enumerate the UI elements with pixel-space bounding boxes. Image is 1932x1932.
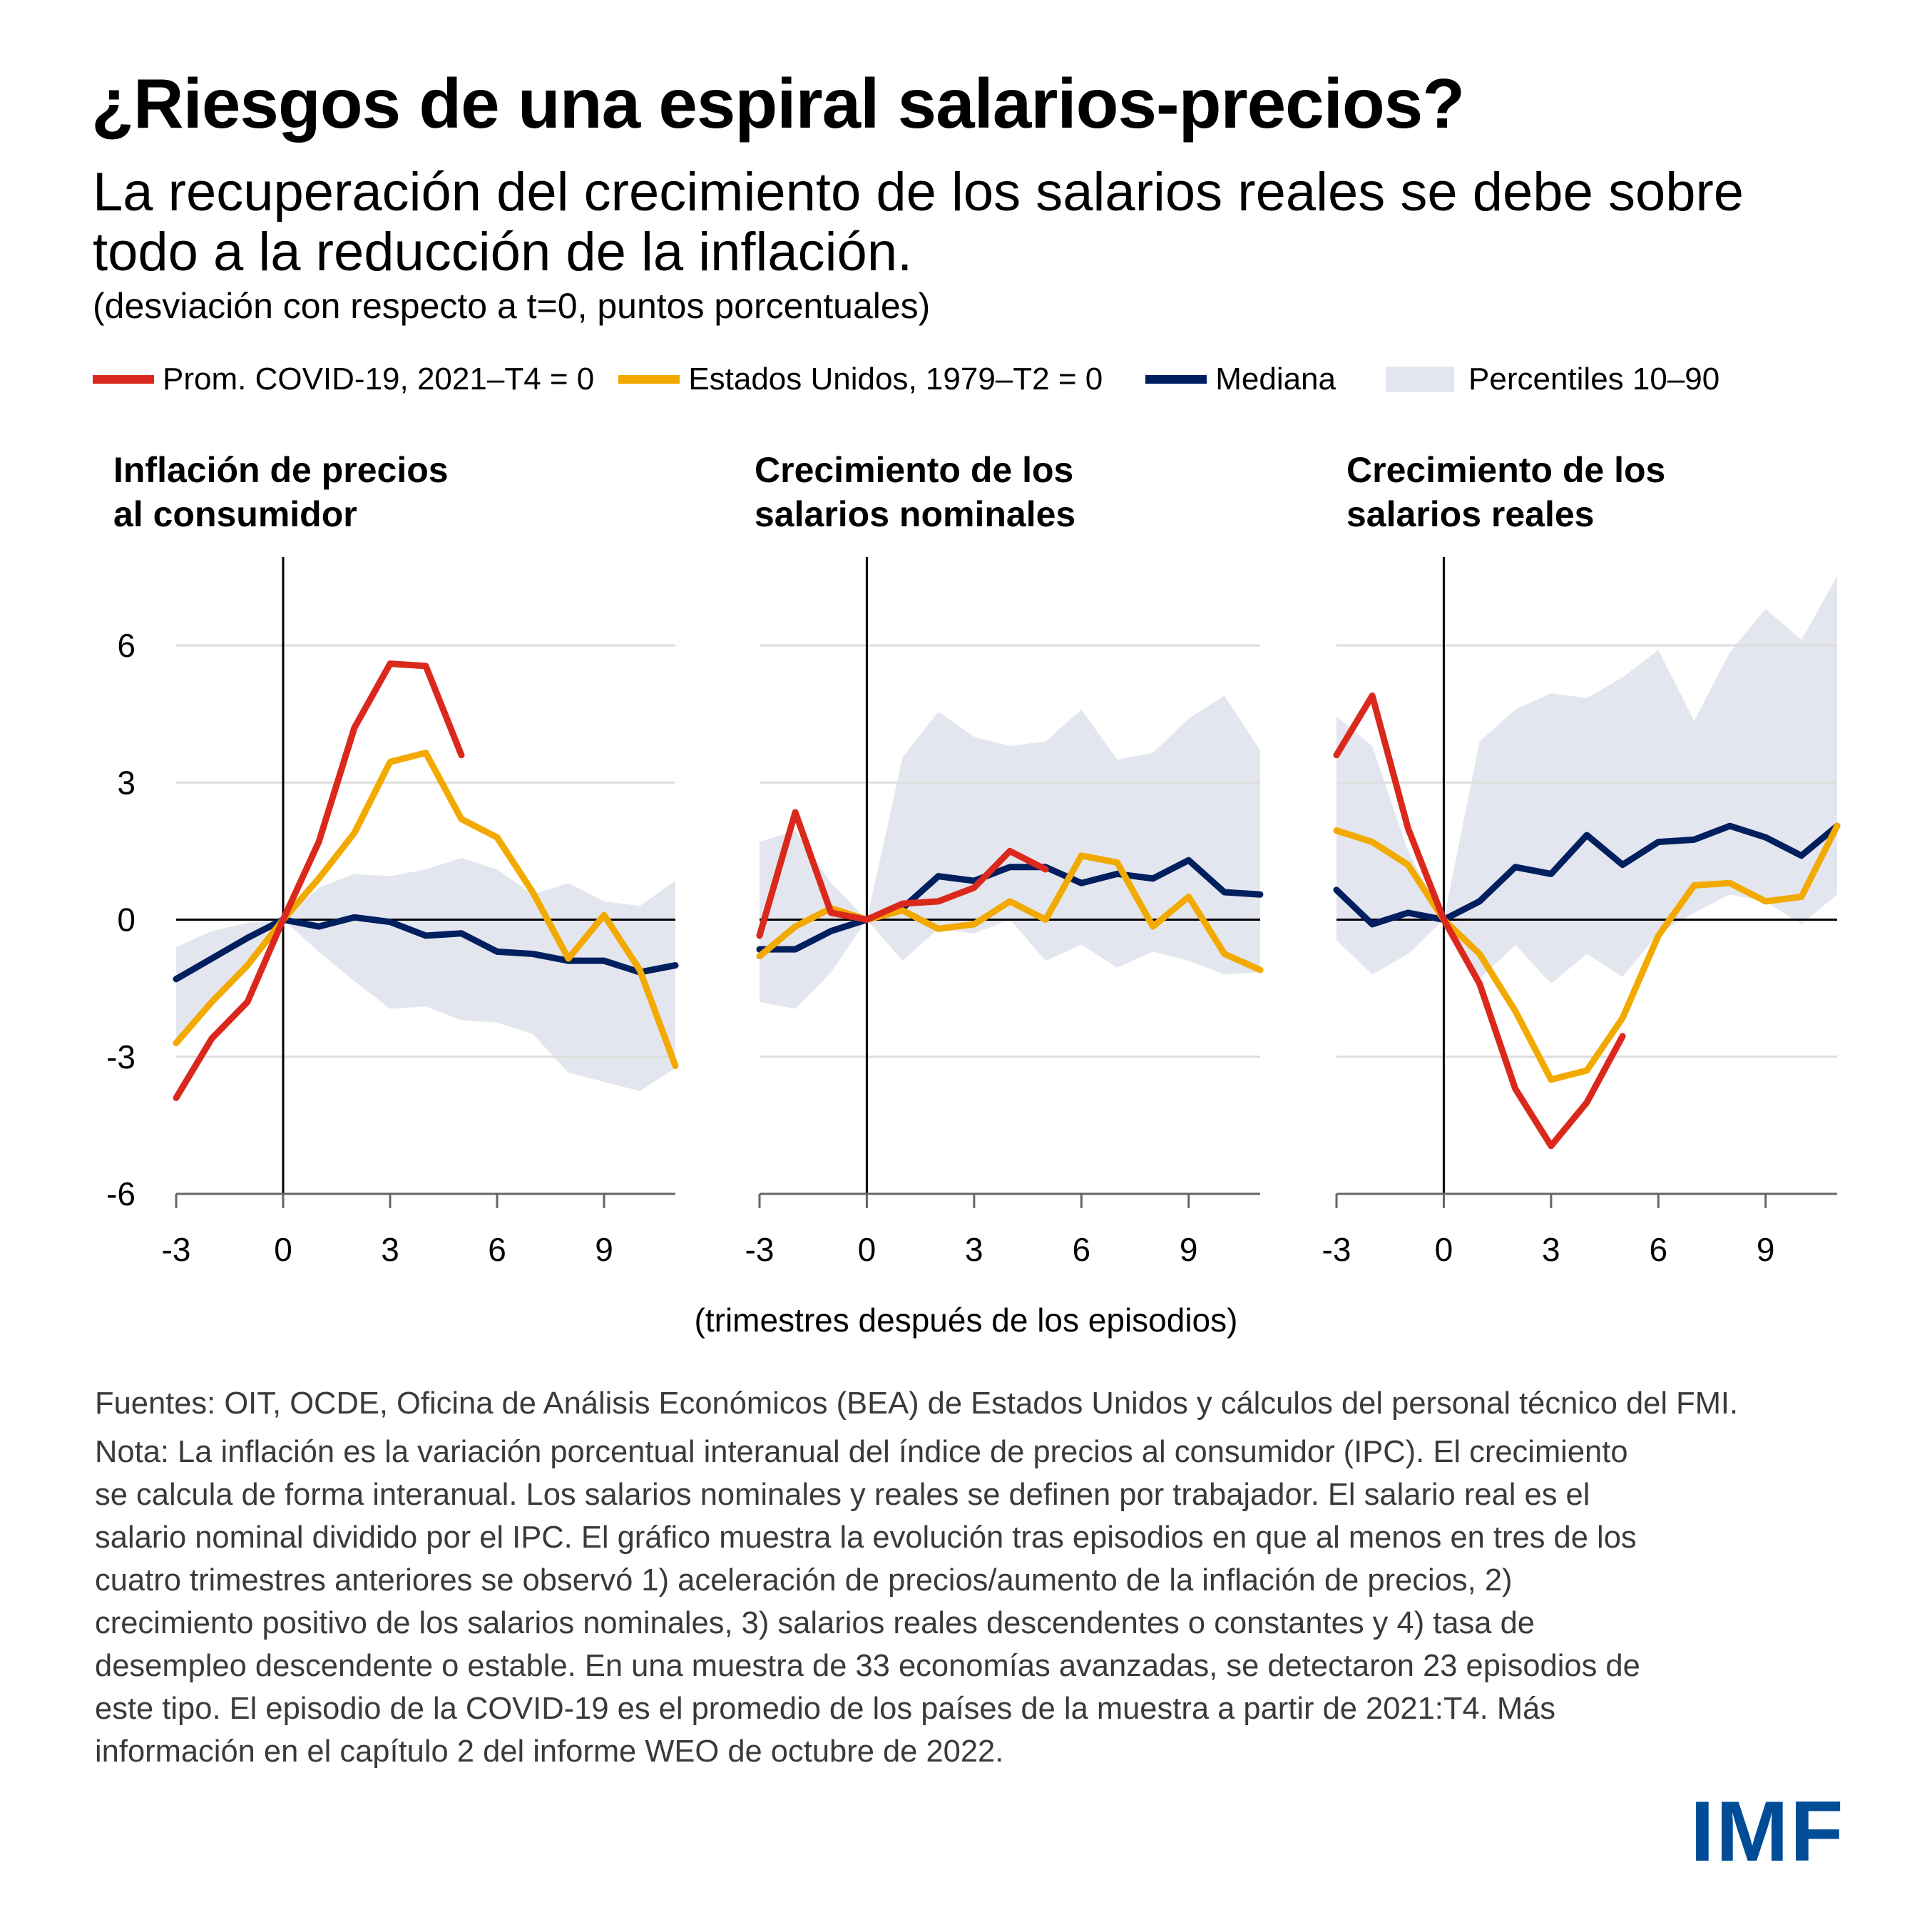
panel-title-nominal-wages: Crecimiento de los salarios nominales xyxy=(755,450,1076,534)
panel-1-x-tick-label: 3 xyxy=(381,1231,399,1268)
panel-3-x-tick-label: 0 xyxy=(1435,1231,1453,1268)
legend-swatch-covid xyxy=(93,375,154,384)
chart-subtitle: La recuperación del crecimiento de los s… xyxy=(93,162,1744,282)
legend-swatch-median xyxy=(1145,375,1207,384)
x-axis-label: (trimestres después de los episodios) xyxy=(694,1302,1238,1339)
panel-3-median-line xyxy=(1333,822,1841,928)
panel-1-x-tick-label: 6 xyxy=(488,1231,506,1268)
legend-item-median: Mediana xyxy=(1145,362,1336,397)
panel-2-x-tick-label: 9 xyxy=(1180,1231,1198,1268)
legend: Prom. COVID-19, 2021–T4 = 0 Estados Unid… xyxy=(93,360,1744,399)
imf-logo: IMF xyxy=(1690,1784,1845,1879)
legend-swatch-us xyxy=(618,375,680,384)
y-tick-label: -3 xyxy=(106,1038,136,1075)
legend-swatch-band xyxy=(1386,367,1454,392)
legend-item-us: Estados Unidos, 1979–T2 = 0 xyxy=(618,362,1103,397)
panel-3-x-tick-label: 9 xyxy=(1757,1231,1775,1268)
footnotes: Fuentes: OIT, OCDE, Oficina de Análisis … xyxy=(95,1382,1849,1779)
panel-2-covid-line xyxy=(756,809,1049,939)
panel-1-percentile-band xyxy=(176,857,675,1091)
panel-3-x-tick-label: 3 xyxy=(1542,1231,1560,1268)
panel-1-x-tick-label: 9 xyxy=(595,1231,613,1268)
legend-item-band: Percentiles 10–90 xyxy=(1386,362,1719,397)
legend-item-covid: Prom. COVID-19, 2021–T4 = 0 xyxy=(93,362,594,397)
panel-1-median-line xyxy=(173,914,679,983)
panel-title-inflation: Inflación de precios al consumidor xyxy=(113,450,449,534)
panel-2-median-line xyxy=(756,857,1264,953)
panel-3-x-tick-label: -3 xyxy=(1322,1231,1351,1268)
panel-3-x-tick-label: 6 xyxy=(1649,1231,1667,1268)
panel-1-us-line xyxy=(173,750,679,1070)
legend-label-covid: Prom. COVID-19, 2021–T4 = 0 xyxy=(163,362,595,397)
panel-3-us-line xyxy=(1333,822,1841,1083)
chart-title: ¿Riesgos de una espiral salarios-precios… xyxy=(91,64,1465,143)
sources-note: Fuentes: OIT, OCDE, Oficina de Análisis … xyxy=(95,1386,1739,1421)
y-tick-label: 0 xyxy=(117,901,136,939)
panel-2-x-tick-label: -3 xyxy=(745,1231,775,1268)
y-tick-label: -6 xyxy=(106,1175,136,1212)
legend-label-band: Percentiles 10–90 xyxy=(1468,362,1720,397)
panel-3-percentile-band xyxy=(1336,576,1837,984)
legend-label-us: Estados Unidos, 1979–T2 = 0 xyxy=(688,362,1103,397)
panel-1-x-tick-label: 0 xyxy=(274,1231,292,1268)
panel-3-covid-line xyxy=(1333,692,1626,1150)
legend-label-median: Mediana xyxy=(1215,362,1336,397)
panel-1-x-tick-label: -3 xyxy=(162,1231,191,1268)
methodology-note: Nota: La inflación es la variación porce… xyxy=(95,1435,1640,1769)
y-tick-label: 3 xyxy=(117,764,136,801)
chart-area: -3 0 3 6 9 6 3 0 -3 -6 -3 0 3 6 9 -3 0 3 6 9 xyxy=(106,557,1841,1268)
panel-2-x-tick-label: 6 xyxy=(1072,1231,1090,1268)
panel-2-x-tick-label: 0 xyxy=(858,1231,876,1268)
panel-2-x-tick-label: 3 xyxy=(965,1231,983,1268)
panel-title-real-wages: Crecimiento de los salarios reales xyxy=(1346,450,1666,534)
panel-1-covid-line xyxy=(173,660,465,1101)
chart-units: (desviación con respecto a t=0, puntos p… xyxy=(93,286,931,326)
y-tick-label: 6 xyxy=(117,627,136,664)
